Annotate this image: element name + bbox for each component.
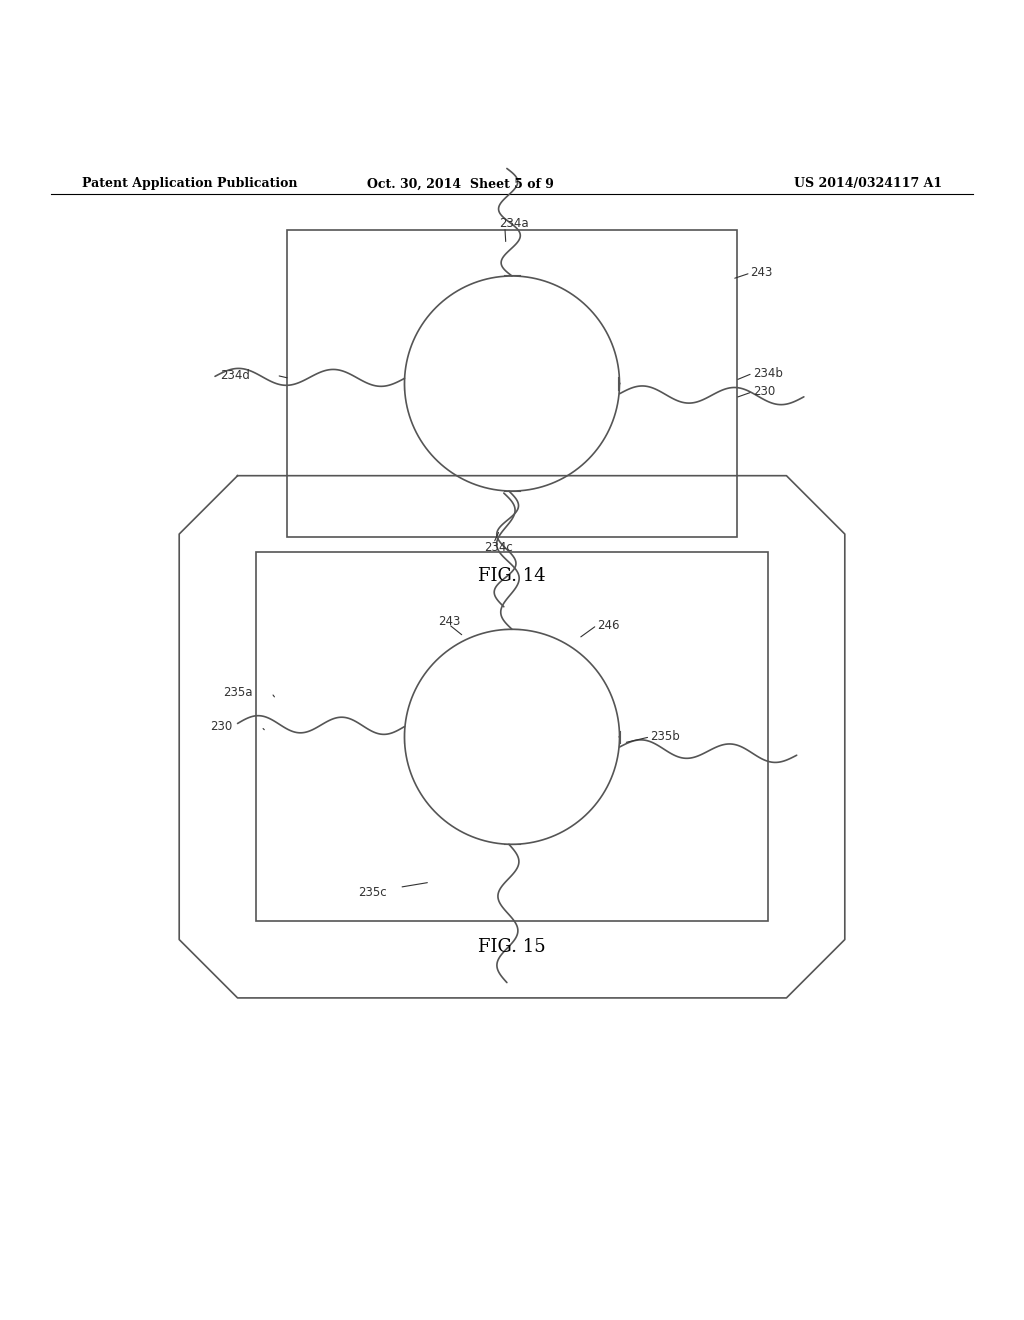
Text: 235a: 235a — [223, 686, 253, 700]
Text: 234c: 234c — [484, 541, 513, 554]
Text: 235b: 235b — [650, 730, 680, 743]
Text: 246: 246 — [597, 619, 620, 632]
Text: 230: 230 — [210, 721, 232, 733]
Text: Oct. 30, 2014  Sheet 5 of 9: Oct. 30, 2014 Sheet 5 of 9 — [368, 177, 554, 190]
Text: 235c: 235c — [358, 886, 387, 899]
Text: 243: 243 — [438, 615, 461, 627]
Bar — [287, 230, 737, 537]
Text: Patent Application Publication: Patent Application Publication — [82, 177, 297, 190]
Text: 234d: 234d — [220, 368, 250, 381]
Text: 234a: 234a — [499, 218, 528, 230]
Text: FIG. 14: FIG. 14 — [478, 568, 546, 585]
Text: 230: 230 — [753, 385, 775, 399]
Text: 243: 243 — [751, 267, 773, 280]
Text: US 2014/0324117 A1: US 2014/0324117 A1 — [794, 177, 942, 190]
Bar — [256, 553, 768, 921]
Text: 234b: 234b — [753, 367, 782, 380]
Text: FIG. 15: FIG. 15 — [478, 937, 546, 956]
